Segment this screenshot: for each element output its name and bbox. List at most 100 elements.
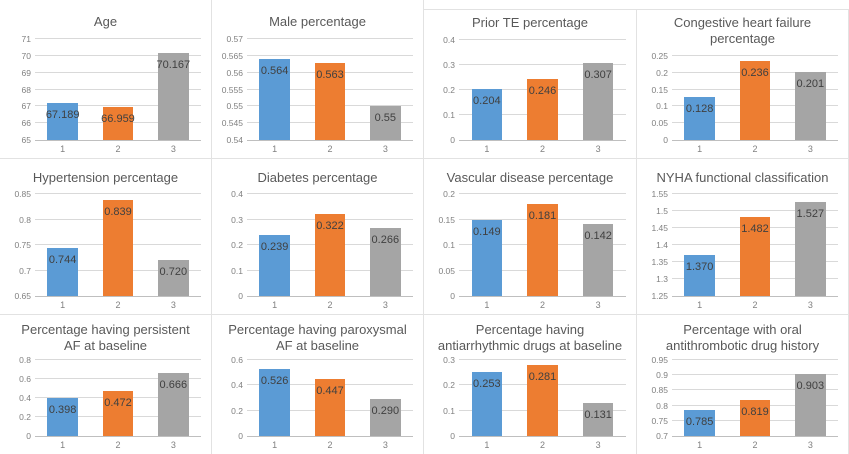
bar-series-3: 0.666 — [158, 372, 189, 436]
y-axis-tick-label: 0.545 — [221, 118, 243, 129]
plot-area: 0 0.1 0.2 0.3 0.4 0.239 0.322 0.266 — [231, 189, 413, 301]
x-axis: 1 2 3 — [672, 437, 838, 454]
y-axis-tick-label: 1.5 — [656, 205, 668, 216]
bar-series-2: 66.959 — [101, 107, 135, 140]
chart-title: Percentage having paroxysmal AF at basel… — [228, 322, 407, 353]
chart-title: Prior TE percentage — [471, 15, 589, 30]
y-axis-tick-label: 0 — [450, 431, 455, 441]
chart-body: 0 0.1 0.2 0.3 0.253 0.281 0.131 1 2 3 — [432, 355, 626, 454]
y-axis-tick-label: 0.4 — [231, 189, 243, 199]
chart-body: 0 0.05 0.1 0.15 0.2 0.149 0.181 0.142 1 2 3 — [432, 189, 626, 314]
y-axis-tick-label: 1.3 — [656, 274, 668, 284]
bar-data-label: 0.290 — [371, 405, 400, 418]
y-axis-tick-label: 0.3 — [443, 355, 455, 365]
bar-data-label: 0.55 — [374, 112, 397, 125]
bar-series-1: 0.398 — [47, 398, 78, 436]
bar-data-label: 0.819 — [741, 405, 769, 418]
chart-panel-4: Congestive heart failure percentage 0 0.05… — [637, 9, 849, 159]
y-axis-tick-label: 69 — [21, 67, 31, 78]
bar-data-label: 0.149 — [473, 226, 501, 239]
bar-data-label: 0.447 — [316, 385, 344, 398]
bar-series-3: 1.527 — [795, 201, 826, 296]
chart-title: Percentage having persistent AF at basel… — [21, 322, 190, 353]
x-axis-category-label: 3 — [170, 300, 176, 310]
plot-area: 0.7 0.75 0.8 0.85 0.9 0.95 0.785 0.819 0.903 — [651, 355, 838, 441]
bar-series-2: 0.447 — [314, 379, 346, 436]
y-axis-tick-label: 68 — [21, 84, 31, 95]
y-axis-tick-label: 0.57 — [226, 34, 243, 44]
y-axis-tick-label: 0.2 — [443, 189, 455, 199]
bar-data-label: 0.281 — [528, 370, 557, 383]
y-axis-tick-label: 0.2 — [443, 85, 455, 95]
bar-series-3: 0.266 — [370, 228, 401, 296]
chart-panel-7: Vascular disease percentage 0 0.05 0.1 0.15 0… — [424, 159, 637, 315]
chart-body: 0 0.05 0.1 0.15 0.2 0.25 0.128 0.236 0.201 1 2 3 — [645, 51, 838, 158]
x-axis-category-label: 3 — [382, 144, 388, 154]
chart-title: Percentage having antiarrhythmic drugs a… — [437, 322, 623, 353]
y-axis-tick-label: 0.75 — [651, 415, 668, 426]
x-axis: 1 2 3 — [247, 297, 413, 314]
gridline — [35, 38, 201, 39]
plot-area: 0 0.1 0.2 0.3 0.4 0.204 0.246 0.307 — [443, 35, 626, 145]
bar-data-label: 0.142 — [584, 229, 612, 242]
bar-data-label: 0.839 — [104, 205, 132, 218]
bar-series-2: 0.281 — [527, 364, 558, 436]
y-axis-tick-label: 0.8 — [656, 400, 668, 411]
bar-data-label: 0.903 — [796, 380, 825, 393]
x-axis-category-label: 3 — [807, 440, 813, 450]
y-axis-tick-label: 0.565 — [221, 50, 243, 61]
y-axis-tick-label: 1.4 — [656, 240, 668, 250]
x-axis: 1 2 3 — [459, 437, 626, 454]
gridline — [35, 378, 201, 379]
plot-area: 0 0.2 0.4 0.6 0.526 0.447 0.290 — [231, 355, 413, 441]
gridline — [672, 389, 838, 391]
y-axis-tick-label: 0.05 — [651, 118, 668, 129]
chart-body: 65 66 67 68 69 70 71 67.189 66.959 70.167 1 2 3 — [8, 34, 201, 158]
bar-data-label: 0.744 — [48, 254, 77, 267]
y-axis-tick-label: 0.9 — [656, 370, 668, 381]
y-axis-tick-label: 65 — [21, 135, 31, 145]
gridline — [35, 105, 201, 107]
bar-series-1: 1.370 — [684, 255, 715, 296]
bar-series-2: 0.563 — [314, 62, 346, 140]
x-axis-category-label: 2 — [327, 300, 333, 310]
x-axis: 1 2 3 — [672, 297, 838, 314]
y-axis-tick-label: 0 — [238, 431, 243, 441]
bar-series-1: 0.526 — [259, 369, 290, 436]
x-axis-category-label: 2 — [540, 300, 546, 310]
y-axis-tick-label: 0.2 — [231, 240, 243, 250]
x-axis-category-label: 1 — [484, 144, 490, 154]
gridline — [35, 54, 201, 56]
bar-series-3: 0.55 — [370, 106, 401, 140]
bar-series-2: 0.472 — [102, 391, 134, 436]
chart-title: Hypertension percentage — [32, 170, 179, 185]
x-axis-category-label: 1 — [697, 144, 703, 154]
chart-panel-11: Percentage having antiarrhythmic drugs a… — [424, 315, 637, 454]
plot-area: 65 66 67 68 69 70 71 67.189 66.959 70.167 — [22, 34, 201, 145]
y-axis-tick-label: 0 — [26, 431, 31, 441]
bar-data-label: 0.666 — [159, 378, 188, 391]
bar-data-label: 0.131 — [584, 408, 612, 421]
bar-series-3: 0.131 — [582, 402, 614, 436]
x-axis-category-label: 2 — [540, 144, 546, 154]
gridline — [35, 193, 201, 194]
y-axis-tick-label: 70 — [21, 50, 31, 61]
y-axis-tick-label: 0.15 — [438, 214, 455, 225]
x-axis: 1 2 3 — [459, 141, 626, 158]
bar-series-3: 0.720 — [158, 260, 189, 296]
chart-body: 0 0.2 0.4 0.6 0.526 0.447 0.290 1 2 3 — [220, 355, 413, 454]
plot-area: 1.25 1.3 1.35 1.4 1.45 1.5 1.55 1.370 1.482 1.527 — [651, 189, 838, 301]
y-axis-tick-label: 0.2 — [656, 67, 668, 78]
bar-data-label: 0.472 — [104, 397, 132, 410]
chart-title: Diabetes percentage — [257, 170, 378, 185]
bar-series-1: 0.128 — [684, 97, 715, 140]
bar-data-label: 0.204 — [473, 95, 501, 107]
bar-series-2: 0.322 — [314, 213, 346, 296]
y-axis-tick-label: 0 — [663, 135, 668, 145]
y-axis-tick-label: 0.15 — [651, 84, 668, 95]
bar-data-label: 1.527 — [796, 207, 825, 220]
y-axis-tick-label: 0 — [238, 291, 243, 301]
bar-series-2: 0.246 — [527, 78, 558, 140]
y-axis-tick-label: 0.1 — [443, 240, 455, 250]
